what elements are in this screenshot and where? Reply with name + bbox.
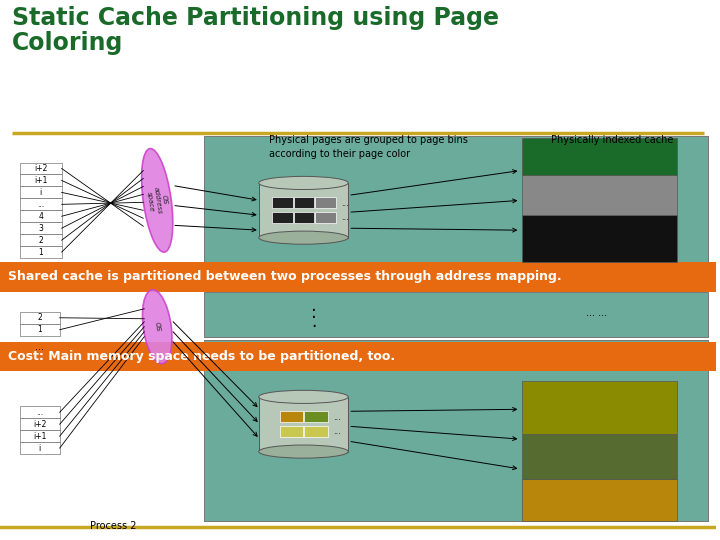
Bar [20, 406, 60, 418]
Text: 1: 1 [38, 247, 43, 256]
Text: :: : [310, 304, 316, 322]
Bar [523, 479, 677, 521]
Bar [20, 163, 62, 174]
Bar [305, 426, 328, 437]
Bar [20, 442, 60, 454]
Ellipse shape [142, 148, 173, 252]
Ellipse shape [258, 177, 348, 190]
Text: ...: ... [333, 413, 341, 422]
Text: ...: ... [333, 427, 341, 436]
Text: ...: ... [341, 213, 349, 222]
Bar [258, 183, 348, 238]
Bar [315, 197, 336, 208]
Bar [20, 430, 60, 442]
Bar [20, 222, 62, 234]
Text: Process 2: Process 2 [89, 521, 136, 531]
Text: Coloring: Coloring [12, 31, 123, 55]
Bar [20, 418, 60, 430]
Text: i+1: i+1 [33, 431, 47, 441]
Bar [294, 197, 315, 208]
Text: OS: OS [153, 321, 161, 332]
Bar [258, 397, 348, 451]
Bar [204, 340, 708, 521]
Bar [20, 246, 62, 258]
Bar [20, 312, 60, 324]
Text: i+2: i+2 [33, 420, 47, 429]
Text: i+1: i+1 [34, 176, 48, 185]
Bar [523, 434, 677, 479]
Text: ...: ... [37, 200, 45, 209]
Bar [20, 198, 62, 210]
Bar [20, 234, 62, 246]
Bar [20, 210, 62, 222]
Text: Physical pages are grouped to page bins
according to their page color: Physical pages are grouped to page bins … [269, 134, 467, 159]
Text: Cost: Main memory space needs to be partitioned, too.: Cost: Main memory space needs to be part… [8, 350, 395, 363]
Text: i+2: i+2 [34, 164, 48, 173]
Bar [204, 292, 708, 336]
Text: ...: ... [35, 342, 45, 352]
Text: 3: 3 [38, 224, 43, 233]
Text: Shared cache is partitioned between two processes through address mapping.: Shared cache is partitioned between two … [8, 271, 562, 284]
Bar [20, 186, 62, 198]
Text: OS
address
space: OS address space [145, 185, 169, 215]
Text: Static Cache Partitioning using Page: Static Cache Partitioning using Page [12, 6, 499, 30]
Bar [0, 262, 716, 292]
Text: ...: ... [341, 199, 349, 208]
Bar [523, 381, 677, 434]
Bar [20, 174, 62, 186]
Text: .: . [311, 313, 316, 330]
Bar [305, 411, 328, 422]
Text: 4: 4 [38, 212, 43, 221]
Text: ...: ... [36, 408, 43, 417]
Bar [523, 215, 677, 262]
Bar [204, 136, 708, 262]
Text: ... ...: ... ... [587, 308, 608, 318]
Text: Physically indexed cache: Physically indexed cache [551, 134, 673, 145]
Bar [271, 212, 292, 223]
Text: 2: 2 [37, 313, 42, 322]
Bar [271, 197, 292, 208]
Ellipse shape [143, 290, 172, 364]
Bar [279, 411, 304, 422]
Bar [20, 324, 60, 336]
Text: i: i [40, 188, 42, 197]
Bar [294, 212, 315, 223]
Ellipse shape [258, 445, 348, 458]
Text: 2: 2 [38, 235, 43, 245]
Bar [0, 342, 716, 372]
Ellipse shape [258, 390, 348, 403]
Bar [279, 426, 304, 437]
Text: 1: 1 [37, 325, 42, 334]
Ellipse shape [258, 231, 348, 244]
Bar [523, 138, 677, 175]
Bar [523, 175, 677, 215]
Bar [315, 212, 336, 223]
Text: i: i [39, 443, 41, 453]
